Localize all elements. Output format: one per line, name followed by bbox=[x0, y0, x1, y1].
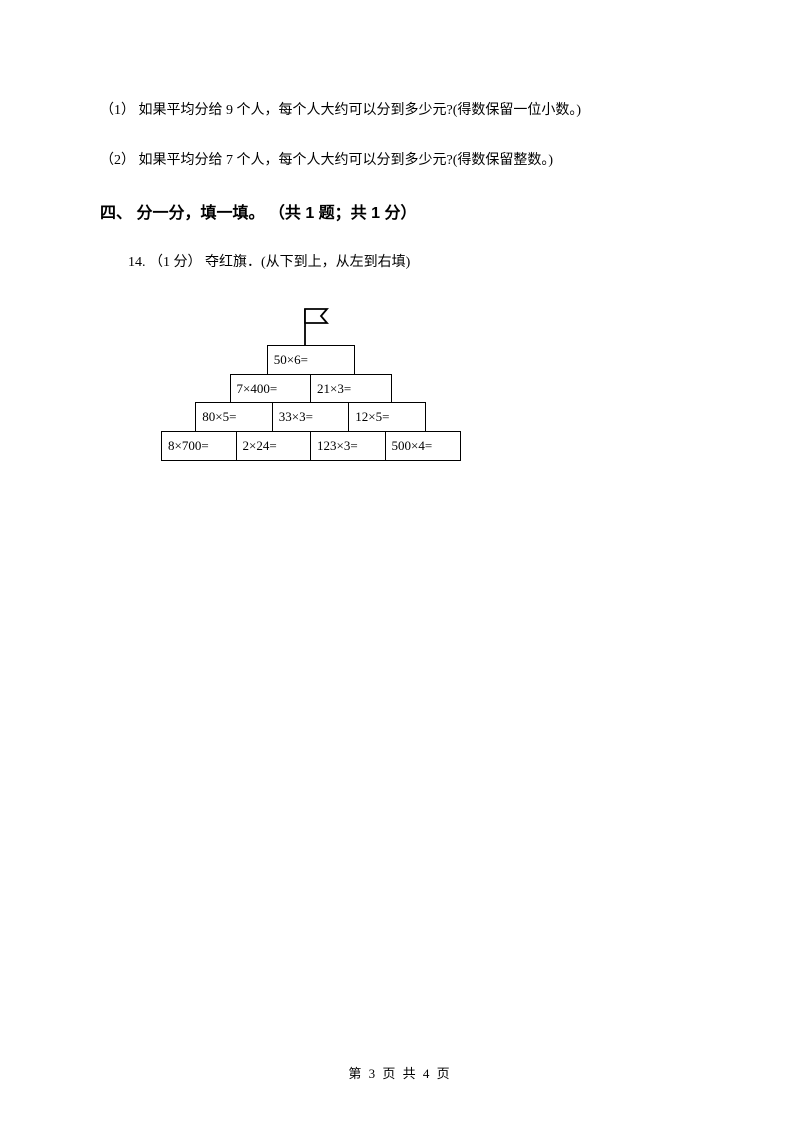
pyramid-cell: 8×700= bbox=[161, 431, 237, 461]
pyramid-cell: 21×3= bbox=[310, 374, 392, 404]
question-sub-1: （1） 如果平均分给 9 个人，每个人大约可以分到多少元?(得数保留一位小数。) bbox=[100, 100, 700, 122]
section-heading: 四、 分一分，填一填。 （共 1 题；共 1 分） bbox=[100, 201, 700, 227]
pyramid-row-1: 50×6= bbox=[267, 347, 354, 376]
pyramid-row-4: 8×700= 2×24= 123×3= 500×4= bbox=[161, 432, 459, 461]
question-14: 14. （1 分） 夺红旗．(从下到上，从左到右填) bbox=[100, 252, 700, 274]
page-footer: 第 3 页 共 4 页 bbox=[0, 1063, 800, 1082]
pyramid-cell: 2×24= bbox=[236, 431, 312, 461]
pyramid-diagram: 50×6= 7×400= 21×3= 80×5= 33×3= 12×5= 8×7… bbox=[135, 305, 700, 461]
pyramid-cell: 33×3= bbox=[272, 402, 350, 432]
question-sub-2: （2） 如果平均分给 7 个人，每个人大约可以分到多少元?(得数保留整数。) bbox=[100, 150, 700, 172]
pyramid-cell: 12×5= bbox=[348, 402, 426, 432]
pyramid-row-3: 80×5= 33×3= 12×5= bbox=[195, 404, 425, 433]
pyramid-row-2: 7×400= 21×3= bbox=[230, 375, 391, 404]
pyramid-cell: 500×4= bbox=[385, 431, 461, 461]
pyramid-cell: 80×5= bbox=[195, 402, 273, 432]
pyramid-cell: 50×6= bbox=[267, 345, 355, 375]
pyramid-cell: 7×400= bbox=[230, 374, 312, 404]
pyramid-cell: 123×3= bbox=[310, 431, 386, 461]
flag-icon bbox=[287, 305, 333, 349]
